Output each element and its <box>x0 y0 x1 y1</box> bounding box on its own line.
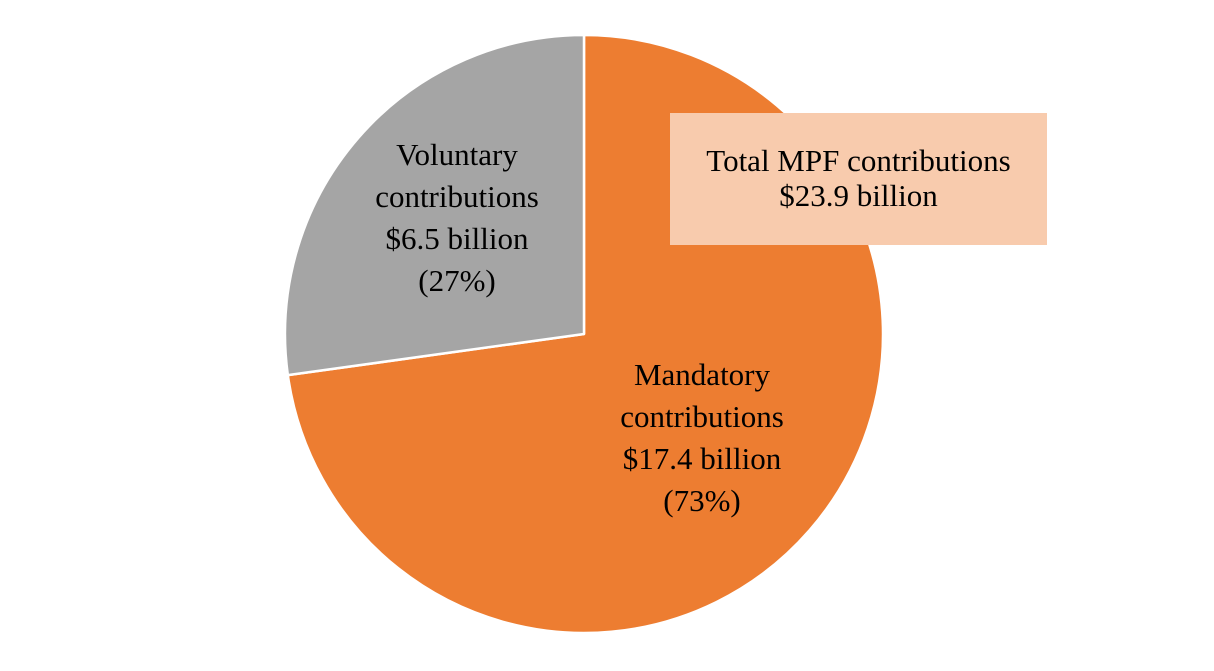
slice-label-line: $6.5 billion <box>386 221 529 256</box>
total-value: $23.9 billion <box>779 178 938 213</box>
slice-label-line: Mandatory <box>634 357 771 392</box>
slice-label-voluntary: Voluntary contributions $6.5 billion (27%) <box>375 137 539 298</box>
slice-label-line: contributions <box>620 399 784 434</box>
total-label: Total MPF contributions <box>706 143 1011 178</box>
slice-label-mandatory: Mandatory contributions $17.4 billion (73%) <box>620 357 784 518</box>
slice-label-line: Voluntary <box>396 137 518 172</box>
slice-label-line: contributions <box>375 179 539 214</box>
total-contributions-callout: Total MPF contributions $23.9 billion <box>670 113 1047 245</box>
slice-label-line: (27%) <box>418 263 495 298</box>
slice-label-line: (73%) <box>663 483 740 518</box>
slice-label-line: $17.4 billion <box>623 441 782 476</box>
pie-slice-voluntary <box>283 33 586 377</box>
pie-labels: Mandatory contributions $17.4 billion (73%)… <box>375 137 784 518</box>
